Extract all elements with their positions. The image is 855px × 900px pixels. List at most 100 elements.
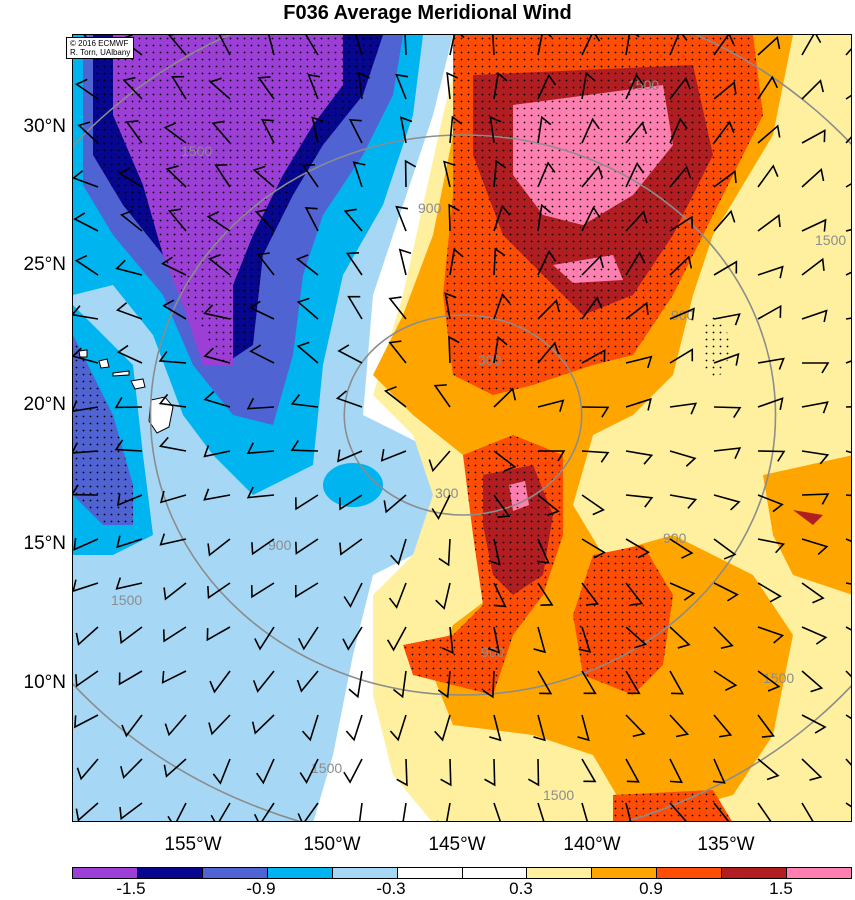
wind-barb [713,538,737,560]
wind-barb [581,758,597,783]
wind-barb [392,670,407,699]
wind-barb [162,299,187,320]
wind-barb [713,35,735,56]
wind-barb [206,210,231,232]
wind-barb [448,203,460,232]
wind-barb [395,73,409,100]
wind-barb [581,538,606,559]
wind-barb [388,582,407,609]
wind-barb [216,35,231,56]
wind-barb [669,402,698,415]
wind-barb [441,626,454,655]
wind-barb [801,626,828,645]
wind-barb [208,253,231,276]
wind-barb [581,35,601,56]
wind-barb [581,165,604,188]
wind-barb [669,307,695,321]
lon-label-145w: 145°W [428,834,486,855]
wind-barb [116,344,143,364]
wind-barb [437,670,451,699]
wind-barb [210,802,231,821]
colorbar-label-0: -1.5 [116,879,146,898]
wind-barb [253,802,275,821]
wind-barb [757,494,784,513]
wind-barb [254,626,275,651]
wind-barb [75,802,99,821]
wind-barb [347,295,363,320]
colorbar-label-2: -0.3 [376,879,406,898]
wind-barb [254,208,275,232]
wind-barb [73,347,99,364]
wind-barb [211,120,231,144]
wind-barb [295,254,319,276]
wind-barb [713,582,739,602]
wind-barb [297,626,319,651]
lon-label-155w: 155°W [164,834,222,855]
wind-barb [301,164,319,188]
wind-barb [73,305,99,320]
wind-barb [246,397,275,410]
wind-barb [625,251,646,276]
ring-label-2: 900 [418,200,442,216]
wind-barb [252,165,275,188]
wind-barb [348,118,363,144]
wind-barb [482,670,495,699]
wind-barb [537,670,553,695]
wind-barb [537,582,554,607]
wind-barb [713,626,734,650]
wind-barb [339,538,363,556]
wind-barb [75,670,99,688]
wind-barb [443,160,456,188]
wind-barb [246,486,275,499]
island-maui [130,378,146,390]
wind-barb [537,450,566,462]
wind-barb [527,758,540,787]
wind-barb [207,582,231,600]
wind-barb [488,538,501,566]
wind-barb [120,758,143,780]
wind-barb [537,35,553,56]
wind-barb [343,208,363,232]
lat-label-15n: 15°N [23,533,66,554]
wind-barb [757,538,786,554]
wind-barb [801,35,822,56]
wind-barb [296,297,319,320]
wind-barb [713,406,742,418]
wind-barb [581,254,604,276]
wind-barb [250,582,275,599]
ring-label-11: 1500 [111,592,142,608]
wind-barb [625,670,641,695]
wind-barb [625,538,651,559]
wind-barb [577,714,590,742]
wind-barb [537,341,560,364]
wind-barb [801,129,826,144]
wind-barb [757,124,781,144]
wind-barb [295,538,319,555]
wind-barb [537,399,565,412]
wind-barb [436,802,451,821]
wind-barb [73,212,99,232]
wind-barb [260,118,275,144]
colorbar-swatch-9 [657,868,723,878]
wind-barb [713,81,737,100]
ring-label-8: 1500 [628,77,659,93]
wind-barb [256,758,275,785]
wind-barb [403,35,416,56]
wind-barb [163,122,187,144]
wind-barb [251,714,275,735]
colorbar-swatch-2 [202,868,268,878]
wind-barb [74,714,99,729]
wind-barb [625,35,640,56]
wind-barb [120,209,143,232]
wind-barb [757,626,785,644]
wind-barb [73,400,99,413]
wind-barb [625,494,654,508]
wind-barb [119,626,143,645]
wind-barb [161,256,187,276]
wind-barb [301,714,319,742]
wind-barb [158,350,187,364]
region-orange-far-east [763,455,851,595]
map-panel[interactable]: 300 300 900 900 900 900 900 1500 1500 1500 1500 150… [72,34,852,822]
colorbar-label-5: 1.5 [769,879,793,898]
wind-barb [299,758,319,784]
